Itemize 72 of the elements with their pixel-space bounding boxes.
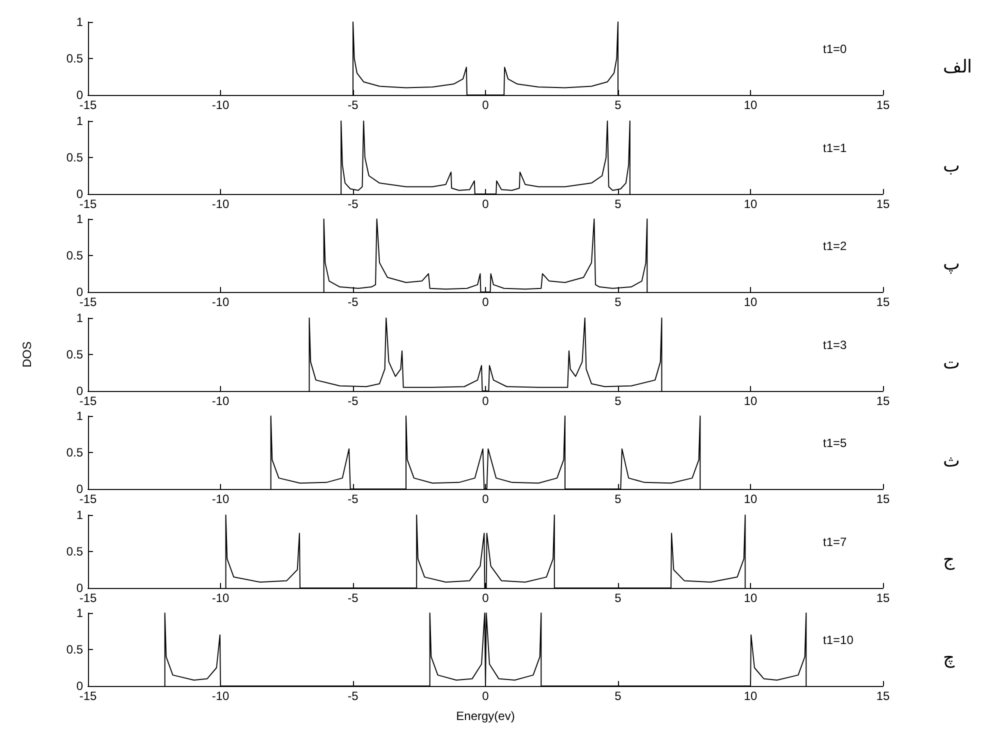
text: الف xyxy=(943,56,972,78)
y-tick-label: 0.5 xyxy=(66,52,84,66)
x-tick-label: 15 xyxy=(876,196,890,210)
y-tick-label: 0.5 xyxy=(66,347,84,361)
x-tick-label: 5 xyxy=(614,394,622,408)
x-tick-label: 10 xyxy=(744,689,758,703)
x-tick-label: 10 xyxy=(744,590,758,604)
y-tick-label: 1 xyxy=(76,114,84,128)
annotation: t1=0 xyxy=(823,42,848,56)
x-tick-label: 0 xyxy=(482,590,490,604)
x-tick-label: 10 xyxy=(744,196,758,210)
x-tick-label: -10 xyxy=(212,590,230,604)
x-tick-label: -10 xyxy=(212,689,230,703)
annotation: t1=1 xyxy=(823,140,848,155)
y-tick-label: 0.5 xyxy=(66,642,84,656)
x-tick-label: 5 xyxy=(614,196,622,210)
y-tick-label: 0.5 xyxy=(66,150,84,164)
x-tick-label: 15 xyxy=(876,590,890,604)
annotation: t1=5 xyxy=(823,436,848,450)
x-tick-label: 0 xyxy=(482,196,490,210)
x-tick-label: -10 xyxy=(212,196,230,210)
x-tick-label: 15 xyxy=(876,394,890,408)
x-tick-label: 0 xyxy=(482,492,490,506)
text: ج xyxy=(943,549,955,570)
text: چ xyxy=(943,648,955,668)
x-tick-label: 15 xyxy=(876,689,890,703)
x-tick-label: 10 xyxy=(744,492,758,506)
x-tick-label: -5 xyxy=(348,492,359,506)
y-tick-label: 1 xyxy=(76,508,84,522)
x-tick-label: -5 xyxy=(348,196,359,210)
x-tick-label: -5 xyxy=(348,394,359,408)
x-tick-label: -10 xyxy=(212,492,230,506)
y-tick-label: 1 xyxy=(76,15,84,29)
x-tick-label: 5 xyxy=(614,295,622,309)
y-axis-title: DOS xyxy=(20,340,34,368)
x-tick-label: 5 xyxy=(614,689,622,703)
x-tick-label: -5 xyxy=(348,98,359,112)
y-tick-label: 0.5 xyxy=(66,544,84,558)
x-tick-label: 15 xyxy=(876,98,890,112)
annotation: t1=10 xyxy=(823,633,854,648)
x-tick-label: -10 xyxy=(212,394,230,408)
x-tick-label: -10 xyxy=(212,98,230,112)
x-tick-label: 5 xyxy=(614,98,622,112)
x-tick-label: 15 xyxy=(876,492,890,506)
x-axis-title: Energy(ev) xyxy=(456,709,515,723)
x-tick-label: 5 xyxy=(614,590,622,604)
y-tick-label: 0.5 xyxy=(66,248,84,262)
x-tick-label: 0 xyxy=(482,689,490,703)
x-tick-label: 10 xyxy=(744,98,758,112)
text: پ xyxy=(943,254,960,274)
x-tick-label: 10 xyxy=(744,295,758,309)
annotation: t1=3 xyxy=(823,338,848,352)
y-tick-label: 1 xyxy=(76,310,84,324)
x-tick-label: -10 xyxy=(212,295,230,309)
text: ث xyxy=(943,450,960,472)
x-tick-label: 10 xyxy=(744,394,758,408)
x-tick-label: 0 xyxy=(482,295,490,309)
x-tick-label: 5 xyxy=(614,492,622,506)
text: ت xyxy=(943,352,960,373)
x-tick-label: 0 xyxy=(482,98,490,112)
x-tick-label: 15 xyxy=(876,295,890,309)
y-tick-label: 1 xyxy=(76,212,84,226)
annotation: t1=2 xyxy=(823,239,848,254)
x-tick-label: -5 xyxy=(348,590,359,604)
x-tick-label: 0 xyxy=(482,394,490,408)
x-tick-label: -5 xyxy=(348,689,359,703)
y-tick-label: 0.5 xyxy=(66,446,84,460)
y-tick-label: 1 xyxy=(76,409,84,423)
x-tick-label: -5 xyxy=(348,295,359,309)
annotation: t1=7 xyxy=(823,534,848,549)
text: ب xyxy=(943,155,960,176)
y-tick-label: 1 xyxy=(76,606,84,620)
